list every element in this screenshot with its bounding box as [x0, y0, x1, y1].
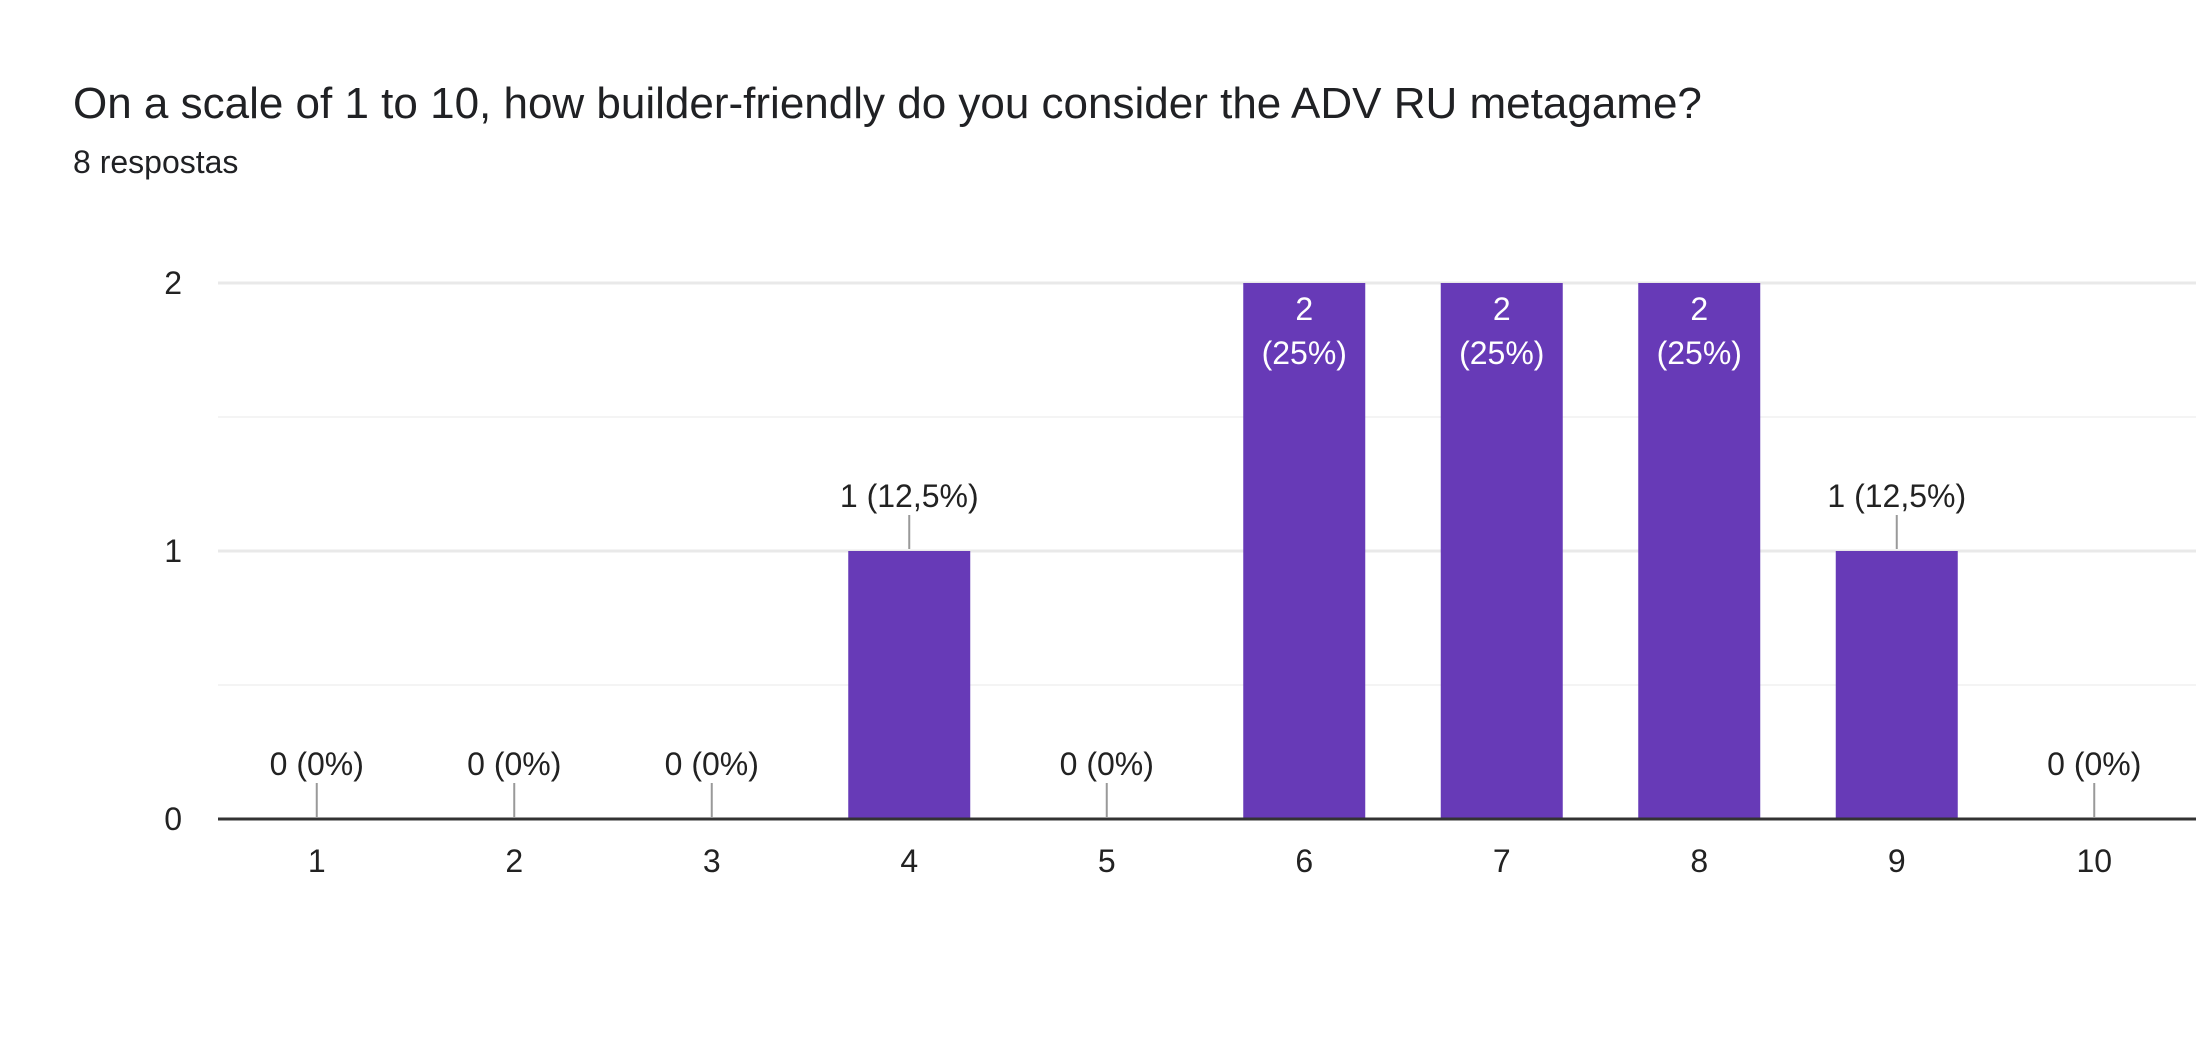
y-tick-label: 0 — [164, 801, 182, 837]
response-count: 8 respostas — [73, 144, 239, 180]
data-label: (25%) — [1262, 335, 1347, 371]
bar — [1835, 551, 1958, 819]
data-label: 2 — [1493, 291, 1511, 327]
data-label: 0 (0%) — [1060, 746, 1154, 782]
data-label: 2 — [1690, 291, 1708, 327]
x-tick-label: 8 — [1690, 843, 1708, 879]
data-label: 0 (0%) — [2047, 746, 2141, 782]
x-tick-label: 3 — [703, 843, 721, 879]
x-tick-label: 7 — [1493, 843, 1511, 879]
x-tick-label: 1 — [308, 843, 326, 879]
y-tick-label: 2 — [164, 265, 182, 301]
x-tick-label: 5 — [1098, 843, 1116, 879]
data-label: 1 (12,5%) — [1827, 478, 1966, 514]
x-tick-label: 9 — [1888, 843, 1906, 879]
y-tick-label: 1 — [164, 533, 182, 569]
data-label: (25%) — [1657, 335, 1742, 371]
bar — [1440, 283, 1563, 819]
x-tick-label: 4 — [900, 843, 918, 879]
data-label: 0 (0%) — [665, 746, 759, 782]
data-label: 1 (12,5%) — [840, 478, 979, 514]
bar — [848, 551, 971, 819]
data-label: 0 (0%) — [467, 746, 561, 782]
x-tick-label: 2 — [505, 843, 523, 879]
data-label: (25%) — [1459, 335, 1544, 371]
x-tick-label: 10 — [2076, 843, 2112, 879]
chart-header: On a scale of 1 to 10, how builder-frien… — [73, 74, 1702, 184]
bar — [1638, 283, 1761, 819]
chart-title: On a scale of 1 to 10, how builder-frien… — [73, 79, 1702, 128]
x-tick-label: 6 — [1295, 843, 1313, 879]
data-label: 0 (0%) — [270, 746, 364, 782]
bar — [1243, 283, 1366, 819]
data-label: 2 — [1295, 291, 1313, 327]
